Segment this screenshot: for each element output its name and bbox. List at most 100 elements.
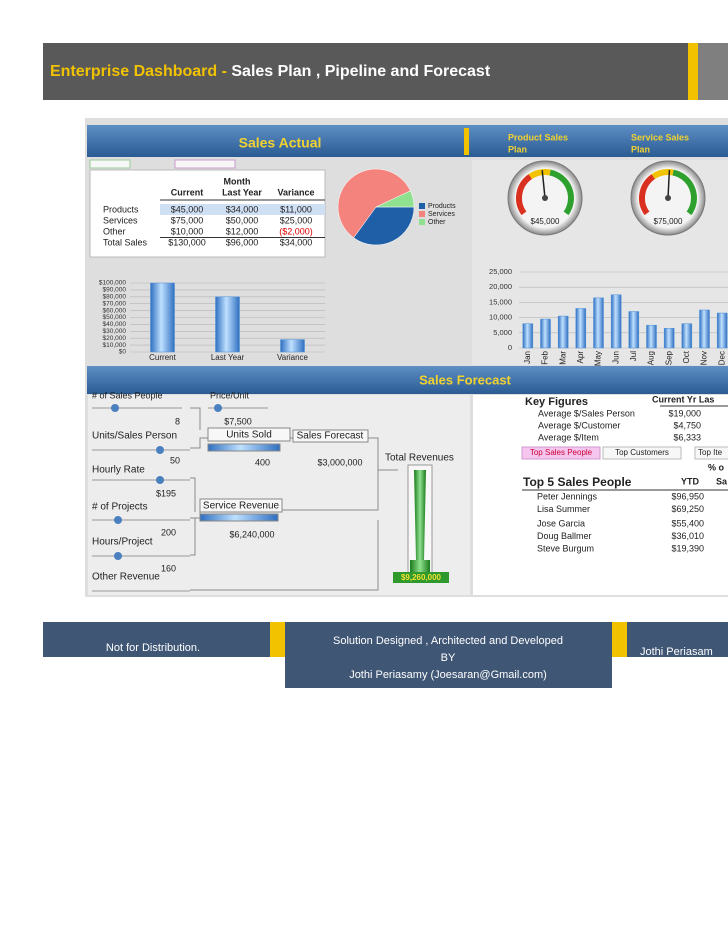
section-heading: Key Figures — [525, 396, 588, 408]
field-value: $195 — [156, 488, 176, 498]
title-lead: Enterprise Dashboard - — [50, 63, 231, 80]
y-tick-label: $60,000 — [103, 307, 127, 314]
bar — [610, 294, 622, 349]
gauge-title: Service Sales — [631, 132, 689, 142]
x-tick-label: Jun — [611, 351, 620, 364]
cell: $25,000 — [280, 215, 313, 225]
y-tick-label: $70,000 — [103, 300, 127, 307]
y-tick-label: 0 — [508, 343, 512, 352]
bar — [522, 323, 534, 349]
legend-swatch — [419, 203, 425, 209]
bar — [699, 309, 710, 349]
tab[interactable] — [694, 446, 728, 460]
cell: $34,000 — [280, 237, 313, 247]
column-header: % o — [708, 462, 725, 472]
cell: ($2,000) — [279, 226, 313, 236]
table-header: Last Year — [222, 187, 262, 197]
field-value: 50 — [170, 455, 180, 465]
sliders — [92, 404, 369, 592]
table-header: Variance — [277, 187, 314, 197]
bar — [557, 315, 569, 349]
x-tick-label: Dec — [717, 351, 726, 365]
column-header: YTD — [681, 476, 700, 486]
table-header: Current — [171, 187, 204, 197]
section-title: Sales Forecast — [419, 372, 511, 387]
field-value: $3,000,000 — [317, 457, 362, 467]
column-header: Sa — [716, 476, 728, 486]
field-value: 160 — [161, 563, 176, 573]
gauge-band — [549, 169, 574, 216]
legend-label: Other — [428, 219, 446, 226]
column-header: Current Yr Las — [652, 394, 714, 404]
tab-label: Top Customers — [615, 448, 669, 457]
field-label: # of Sales People — [92, 390, 163, 400]
y-tick-label: 15,000 — [489, 297, 512, 306]
gauge-hub — [665, 195, 671, 201]
gauge-title: Plan — [631, 144, 650, 154]
field-label: Hours/Project — [92, 537, 153, 548]
y-tick-label: $0 — [119, 349, 127, 356]
row-label: Jose Garcia — [537, 518, 585, 528]
y-tick-label: 10,000 — [489, 313, 512, 322]
footer-accent — [612, 622, 627, 657]
y-tick-label: $50,000 — [103, 314, 127, 321]
row-label: Total Sales — [103, 237, 148, 247]
cell: $36,010 — [671, 531, 704, 541]
x-tick-label: Oct — [682, 350, 691, 363]
x-tick-label: Current — [149, 353, 176, 362]
footer-text: Solution Designed , Architected and Deve… — [333, 635, 563, 647]
legend-swatch — [419, 211, 425, 217]
gauge-band — [528, 169, 551, 180]
section-bar — [87, 125, 728, 157]
footer-accent — [270, 622, 285, 657]
field-value: $7,500 — [224, 416, 252, 426]
x-tick-label: Apr — [576, 351, 585, 364]
cell: $69,250 — [671, 504, 704, 514]
section-heading: Top 5 Sales People — [523, 475, 632, 489]
y-tick-label: 5,000 — [493, 328, 512, 337]
bar — [215, 296, 240, 353]
gauge-band — [651, 169, 674, 180]
y-tick-label: $40,000 — [103, 321, 127, 328]
bar — [150, 282, 175, 353]
y-tick-label: 20,000 — [489, 282, 512, 291]
field-value: 8 — [175, 416, 180, 426]
row-label: Doug Ballmer — [537, 531, 592, 541]
tab[interactable] — [602, 446, 682, 460]
legend-label: Services — [428, 211, 455, 218]
footer-text: Jothi Periasam — [640, 646, 713, 658]
cell: $75,000 — [171, 215, 204, 225]
tab[interactable] — [521, 446, 601, 460]
header-accent — [688, 43, 698, 100]
footer-text: Jothi Periasamy (Joesaran@Gmail.com) — [349, 669, 547, 681]
field-label: Other Revenue — [92, 572, 160, 583]
row-label: Products — [103, 204, 139, 214]
bar — [628, 311, 640, 349]
cell: $6,333 — [673, 432, 701, 442]
tab-label: Top Sales People — [530, 448, 593, 457]
header-side — [698, 43, 728, 100]
gauge-band — [516, 174, 533, 216]
section-title: Sales Actual — [239, 135, 322, 151]
cell: $4,750 — [673, 420, 701, 430]
cell: $10,000 — [171, 226, 204, 236]
table-group: Month — [224, 176, 251, 186]
bar — [681, 323, 693, 349]
bar — [540, 318, 551, 349]
cell: $96,950 — [671, 491, 704, 501]
x-tick-label: Last Year — [211, 353, 245, 362]
tab-decor — [174, 159, 236, 169]
field-value: 400 — [255, 457, 270, 467]
bar — [646, 324, 657, 349]
footer-text: BY — [441, 652, 456, 664]
field-label: Price/Unit — [210, 390, 250, 400]
x-tick-label: Feb — [541, 350, 550, 364]
gauge-value: $75,000 — [654, 217, 683, 226]
y-tick-label: 25,000 — [489, 267, 512, 276]
x-tick-label: Jul — [629, 351, 638, 361]
row-highlight — [160, 204, 325, 215]
y-tick-label: $90,000 — [103, 287, 127, 294]
row-label: Average $/Item — [538, 432, 599, 442]
field-label: Sales Forecast — [297, 431, 364, 442]
